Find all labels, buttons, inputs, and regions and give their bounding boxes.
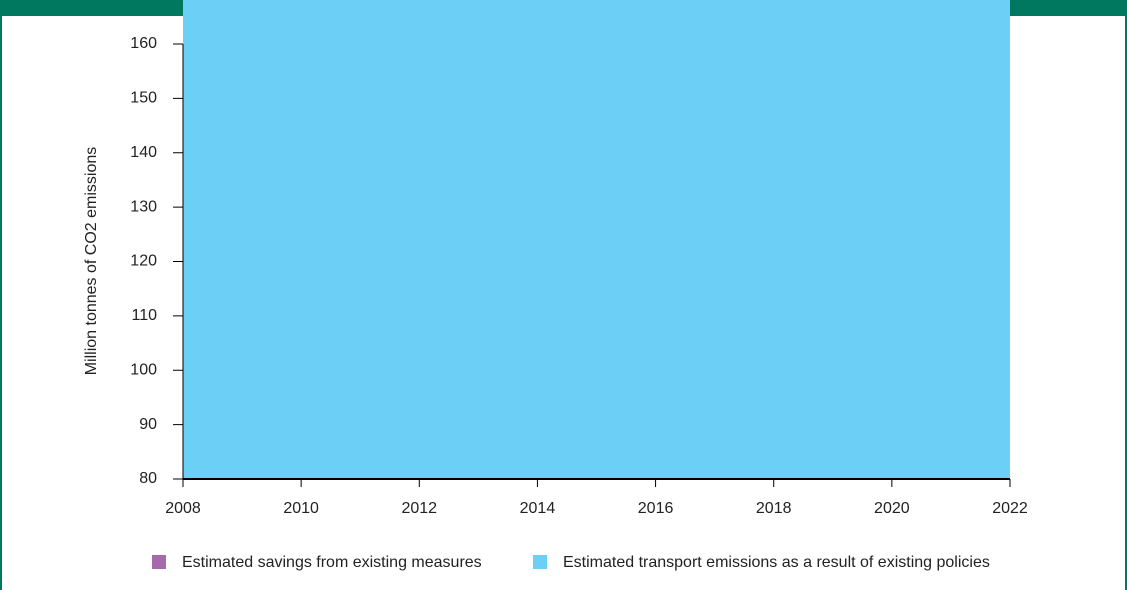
left-border [0,0,2,590]
x-tick-label: 2020 [874,500,910,517]
x-tick-label: 2022 [992,500,1028,517]
y-tick-label: 100 [130,361,157,378]
legend-swatch [533,555,547,569]
x-tick-label: 2008 [165,500,201,517]
x-tick-label: 2012 [401,500,437,517]
x-tick-label: 2014 [520,500,556,517]
area [183,0,1010,479]
y-tick-label: 130 [130,198,157,215]
y-tick-label: 120 [130,253,157,270]
legend-label: Estimated transport emissions as a resul… [563,554,990,571]
y-tick-label: 110 [131,307,157,324]
x-tick-label: 2018 [756,500,792,517]
x-tick-label: 2010 [283,500,319,517]
y-tick-label: 150 [130,90,157,107]
y-axis-label: Million tonnes of CO2 emissions [83,147,100,376]
y-tick-label: 160 [130,35,157,52]
y-tick-label: 90 [139,416,157,433]
y-tick-label: 140 [130,144,157,161]
y-tick-label: 80 [139,470,157,487]
right-border [1125,0,1127,590]
legend-swatch [152,555,166,569]
x-tick-label: 2016 [638,500,674,517]
legend-label: Estimated savings from existing measures [182,554,482,571]
